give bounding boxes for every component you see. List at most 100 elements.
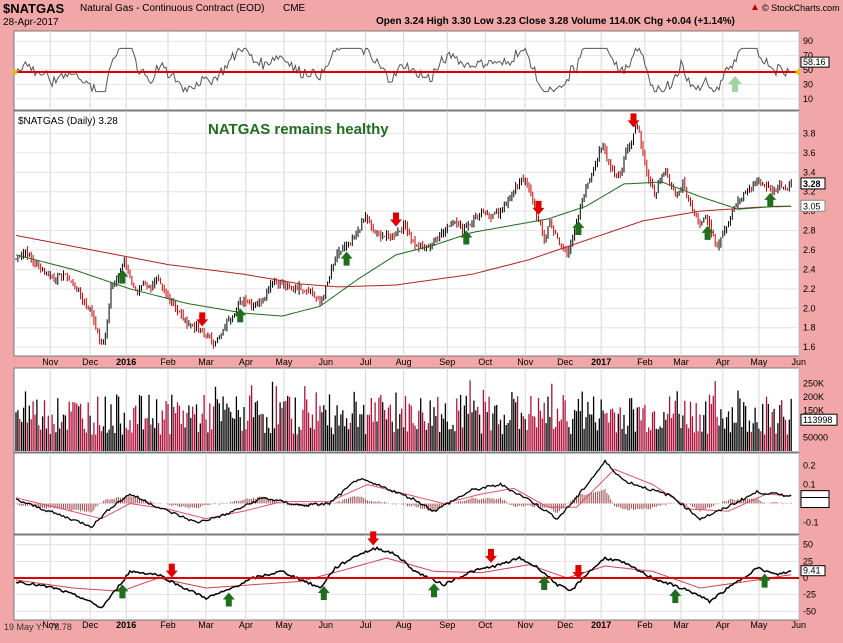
month-label: 2016 — [116, 357, 136, 367]
month-label: Sep — [439, 357, 455, 367]
stoch-down-arrow-icon — [367, 531, 380, 546]
macd-line — [15, 459, 792, 529]
stoch-tick: -25 — [803, 590, 816, 600]
month-label: Mar — [198, 620, 214, 630]
down-arrow-icon — [390, 212, 402, 227]
volume-tick: 250K — [803, 379, 824, 389]
month-label: Mar — [198, 357, 214, 367]
ma-value-box — [800, 199, 826, 212]
cursor-readout: 19 May Y: -78.78 — [4, 622, 72, 632]
macd-value-box — [800, 497, 830, 508]
stoch-value-box — [800, 565, 826, 577]
rsi-tick: 10 — [803, 94, 813, 104]
month-label: Aug — [396, 620, 412, 630]
month-label: Mar — [673, 357, 689, 367]
rsi-tick: 70 — [803, 51, 813, 61]
down-arrow-icon — [627, 113, 640, 128]
month-label: Sep — [439, 620, 455, 630]
up-arrow-icon — [764, 192, 777, 207]
month-label: 2016 — [116, 620, 136, 630]
stoch-signal-line — [15, 557, 792, 592]
up-arrow-icon — [701, 225, 714, 240]
close-value-box — [800, 177, 826, 190]
stoch-down-arrow-icon — [165, 563, 178, 578]
month-label: Feb — [160, 357, 176, 367]
rsi-tick: 90 — [803, 36, 813, 46]
macd-tick: 0.1 — [803, 480, 816, 490]
month-label: Oct — [478, 620, 493, 630]
volume-tick: 50000 — [803, 433, 828, 443]
month-label: Apr — [716, 620, 730, 630]
stoch-tick: 50 — [803, 540, 813, 550]
month-label: Aug — [396, 357, 412, 367]
month-label: 2017 — [591, 357, 611, 367]
month-label: Jun — [318, 620, 333, 630]
stoch-down-arrow-icon — [485, 548, 497, 563]
up-arrow-icon — [340, 251, 353, 266]
price-tick: 3.2 — [803, 187, 816, 197]
month-label: Jul — [360, 357, 372, 367]
month-label: Mar — [673, 620, 689, 630]
contract-name: Natural Gas - Continuous Contract (EOD) — [80, 3, 265, 14]
rsi-up-arrow-icon — [728, 76, 742, 92]
stoch-up-arrow-icon — [538, 576, 551, 590]
rsi-tick: 50 — [803, 65, 813, 75]
ma-value: 3.05 — [803, 201, 821, 211]
month-label: Jun — [792, 357, 807, 367]
volume-tick: 150K — [803, 406, 824, 416]
close-value: 3.28 — [803, 179, 821, 189]
stoch-line — [15, 546, 792, 609]
month-label: Jul — [360, 620, 372, 630]
month-label: Nov — [42, 357, 59, 367]
price-tick: 3.4 — [803, 167, 816, 177]
price-tick: 2.8 — [803, 226, 816, 236]
price-tick: 3.6 — [803, 148, 816, 158]
stoch-up-arrow-icon — [428, 583, 440, 598]
month-label: Apr — [239, 620, 253, 630]
rsi-tick: 30 — [803, 79, 813, 89]
month-label: Feb — [637, 357, 653, 367]
stoch-up-arrow-icon — [222, 592, 235, 607]
month-label: Feb — [160, 620, 176, 630]
volume-value: 113998 — [803, 415, 832, 425]
month-label: Nov — [42, 620, 59, 630]
quote-line: Open 3.24 High 3.30 Low 3.23 Close 3.28 … — [376, 16, 735, 27]
month-label: Apr — [239, 357, 253, 367]
rsi-line — [15, 47, 792, 93]
rsi-value-box — [800, 56, 830, 68]
rsi-level-marker — [795, 69, 801, 75]
volume-tick: 200K — [803, 392, 824, 402]
month-label: May — [750, 357, 768, 367]
stoch-down-arrow-icon — [572, 565, 585, 579]
month-label: May — [275, 620, 293, 630]
stoch-tick: -50 — [803, 606, 816, 616]
month-label: Dec — [557, 357, 574, 367]
chart-header: $NATGAS Natural Gas - Continuous Contrac… — [0, 0, 843, 30]
up-arrow-icon — [572, 221, 585, 235]
up-arrow-icon — [460, 230, 473, 245]
rsi-value: 58.16 — [803, 57, 826, 67]
price-tick: 1.8 — [803, 323, 816, 333]
volume-value-box — [800, 413, 838, 426]
down-arrow-icon — [196, 312, 209, 327]
month-label: Nov — [517, 357, 534, 367]
brand-arrow-icon: ▲ — [750, 2, 760, 13]
price-tick: 2.6 — [803, 245, 816, 255]
month-label: May — [750, 620, 768, 630]
month-label: Dec — [82, 620, 99, 630]
symbol: $NATGAS — [3, 1, 65, 16]
macd-tick: -0.1 — [803, 518, 819, 528]
month-label: Feb — [637, 620, 653, 630]
stockcharts-brand[interactable]: © StockCharts.com — [762, 3, 840, 13]
price-symbol-label: $NATGAS (Daily) 3.28 — [18, 116, 118, 127]
fast-moving-average — [15, 181, 792, 317]
month-label: Jun — [318, 357, 333, 367]
rsi-level-marker — [12, 69, 18, 75]
chart-title: NATGAS remains healthy — [208, 121, 389, 138]
stoch-value: 9.41 — [803, 566, 821, 576]
month-label: Dec — [82, 357, 99, 367]
down-arrow-icon — [532, 200, 545, 215]
up-arrow-icon — [116, 269, 129, 284]
price-tick: 1.6 — [803, 342, 816, 352]
exchange: CME — [283, 3, 306, 14]
